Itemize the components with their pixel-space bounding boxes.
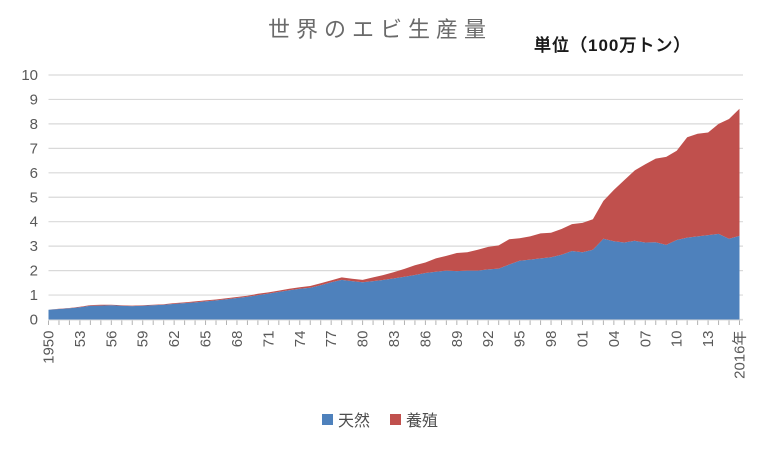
- legend-label: 養殖: [406, 413, 439, 430]
- y-tick-label: 9: [30, 91, 38, 108]
- area-series-1: [48, 108, 740, 310]
- y-tick-label: 6: [30, 165, 38, 182]
- y-tick-label: 4: [30, 214, 38, 231]
- x-tick-label: 65: [198, 331, 215, 348]
- x-tick-label: 53: [72, 331, 89, 348]
- x-tick-label: 95: [512, 331, 529, 348]
- y-tick-label: 3: [30, 238, 38, 255]
- legend-swatch-icon: [390, 413, 401, 425]
- chart-legend: 天然 養殖: [0, 407, 760, 431]
- x-tick-label: 07: [637, 331, 654, 348]
- x-tick-label: 01: [574, 331, 591, 348]
- y-tick-label: 0: [30, 312, 38, 329]
- y-tick-label: 1: [30, 287, 38, 304]
- y-tick-label: 8: [30, 116, 38, 133]
- x-tick-label: 13: [700, 331, 717, 348]
- x-tick-label: 04: [606, 331, 623, 348]
- x-tick-label: 56: [103, 331, 120, 348]
- x-tick-label: 80: [355, 331, 372, 348]
- legend-swatch-icon: [321, 413, 333, 425]
- y-tick-label: 2: [30, 263, 38, 280]
- x-tick-label: 89: [449, 331, 466, 348]
- legend-item-1: 養殖: [390, 407, 438, 431]
- x-tick-label: 62: [166, 331, 183, 348]
- x-tick-label: 74: [292, 331, 309, 348]
- x-tick-label: 1950: [41, 331, 58, 364]
- unit-label: 単位（100万トン）: [534, 36, 692, 55]
- x-tick-label: 10: [669, 331, 686, 348]
- chart-title: 世界のエビ生産量: [267, 17, 492, 42]
- x-tick-label: 71: [260, 331, 277, 348]
- x-tick-label: 59: [135, 331, 152, 348]
- y-tick-label: 10: [21, 67, 38, 84]
- x-tick-label: 2016年: [732, 331, 749, 379]
- area-series-0: [48, 233, 740, 320]
- legend-item-0: 天然: [321, 407, 370, 431]
- legend-label: 天然: [337, 413, 370, 430]
- x-tick-label: 68: [229, 331, 246, 348]
- x-tick-label: 83: [386, 331, 403, 348]
- x-tick-label: 92: [480, 331, 497, 348]
- y-tick-label: 7: [30, 140, 38, 157]
- y-tick-label: 5: [30, 189, 38, 206]
- x-tick-label: 86: [417, 331, 434, 348]
- x-tick-label: 98: [543, 331, 560, 348]
- x-tick-label: 77: [323, 331, 340, 348]
